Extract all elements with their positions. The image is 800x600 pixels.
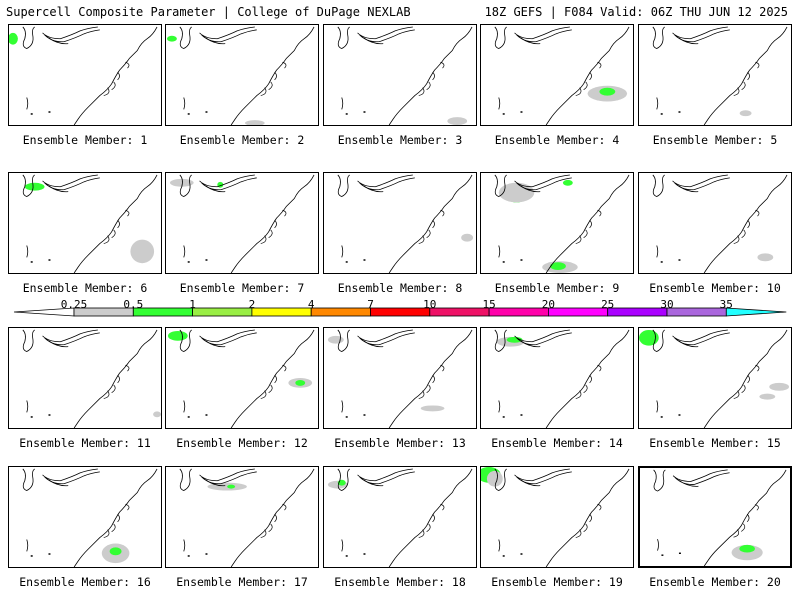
member-label: Ensemble Member: 14 xyxy=(491,436,623,450)
map-panel-member-3[interactable] xyxy=(323,24,477,126)
basemap xyxy=(166,26,315,125)
scale-tick-label: 15 xyxy=(482,298,496,311)
map-panel-member-11[interactable] xyxy=(8,327,162,429)
scale-tick-label: 0.25 xyxy=(60,298,88,311)
scale-tick-label: 2 xyxy=(248,298,256,311)
basemap xyxy=(337,26,473,125)
scale-tick-label: 35 xyxy=(719,298,733,311)
map-panel-member-1[interactable] xyxy=(8,24,162,126)
map-panel-member-5[interactable] xyxy=(638,24,792,126)
scale-swatch xyxy=(310,307,371,317)
basemap xyxy=(169,174,315,273)
basemap xyxy=(652,26,788,125)
member-label: Ensemble Member: 13 xyxy=(334,436,466,450)
basemap xyxy=(327,329,473,428)
scale-tick-label: 20 xyxy=(541,298,556,311)
scale-swatch xyxy=(192,307,253,317)
member-label: Ensemble Member: 10 xyxy=(649,281,781,295)
map-panel-member-18[interactable] xyxy=(323,466,477,568)
scale-swatch xyxy=(548,307,609,317)
scale-tick-label: 10 xyxy=(423,298,437,311)
map-panel-member-13[interactable] xyxy=(323,327,477,429)
scale-tick-label: 4 xyxy=(307,298,315,311)
basemap xyxy=(337,174,474,273)
basemap xyxy=(9,26,158,125)
map-panel-member-17[interactable] xyxy=(165,466,319,568)
member-label: Ensemble Member: 2 xyxy=(179,133,305,147)
scale-high-arrow xyxy=(725,307,787,317)
member-label: Ensemble Member: 17 xyxy=(176,575,308,589)
scale-swatch xyxy=(488,307,549,317)
basemap xyxy=(22,468,158,567)
map-panel-member-19[interactable] xyxy=(480,466,634,568)
basemap xyxy=(481,467,630,567)
basemap xyxy=(179,468,315,567)
map-panel-member-16[interactable] xyxy=(8,466,162,568)
scale-swatch xyxy=(607,307,668,317)
scale-tick-label: 25 xyxy=(601,298,615,311)
map-panel-member-9[interactable] xyxy=(480,172,634,274)
member-label: Ensemble Member: 4 xyxy=(494,133,620,147)
member-label: Ensemble Member: 11 xyxy=(19,436,151,450)
map-panel-member-10[interactable] xyxy=(638,172,792,274)
member-label: Ensemble Member: 5 xyxy=(652,133,778,147)
scale-tick-label: 1 xyxy=(189,298,196,311)
basemap xyxy=(494,329,630,428)
scale-tick-label: 30 xyxy=(660,298,674,311)
scale-swatch xyxy=(370,307,431,317)
basemap xyxy=(494,174,630,273)
map-panel-member-7[interactable] xyxy=(165,172,319,274)
map-panel-member-4[interactable] xyxy=(480,24,634,126)
basemap xyxy=(652,174,788,273)
basemap xyxy=(639,329,790,428)
member-label: Ensemble Member: 12 xyxy=(176,436,308,450)
scale-swatch xyxy=(429,307,490,317)
map-panel-member-2[interactable] xyxy=(165,24,319,126)
basemap xyxy=(653,469,787,566)
member-label: Ensemble Member: 6 xyxy=(22,281,148,295)
map-panel-member-20[interactable] xyxy=(638,466,792,568)
basemap xyxy=(494,26,630,125)
scale-swatch xyxy=(666,307,727,317)
valid-time: 18Z GEFS | F084 Valid: 06Z THU JUN 12 20… xyxy=(484,5,788,19)
member-label: Ensemble Member: 8 xyxy=(337,281,463,295)
basemap xyxy=(327,468,473,567)
basemap xyxy=(22,174,158,273)
scale-swatch xyxy=(251,307,312,317)
scale-tick-label: 0.5 xyxy=(123,298,144,311)
map-panel-member-8[interactable] xyxy=(323,172,477,274)
map-panel-member-14[interactable] xyxy=(480,327,634,429)
member-label: Ensemble Member: 16 xyxy=(19,575,151,589)
member-label: Ensemble Member: 19 xyxy=(491,575,623,589)
member-label: Ensemble Member: 15 xyxy=(649,436,781,450)
member-label: Ensemble Member: 3 xyxy=(337,133,463,147)
member-label: Ensemble Member: 1 xyxy=(22,133,148,147)
member-label: Ensemble Member: 20 xyxy=(649,575,781,589)
basemap xyxy=(22,329,161,428)
member-label: Ensemble Member: 7 xyxy=(179,281,305,295)
map-panel-member-15[interactable] xyxy=(638,327,792,429)
basemap xyxy=(167,329,315,428)
scale-tick-label: 7 xyxy=(367,298,374,311)
map-panel-member-12[interactable] xyxy=(165,327,319,429)
color-scale-bar xyxy=(13,307,787,317)
map-panel-member-6[interactable] xyxy=(8,172,162,274)
member-label: Ensemble Member: 9 xyxy=(494,281,620,295)
member-label: Ensemble Member: 18 xyxy=(334,575,466,589)
map-title: Supercell Composite Parameter | College … xyxy=(6,5,411,19)
